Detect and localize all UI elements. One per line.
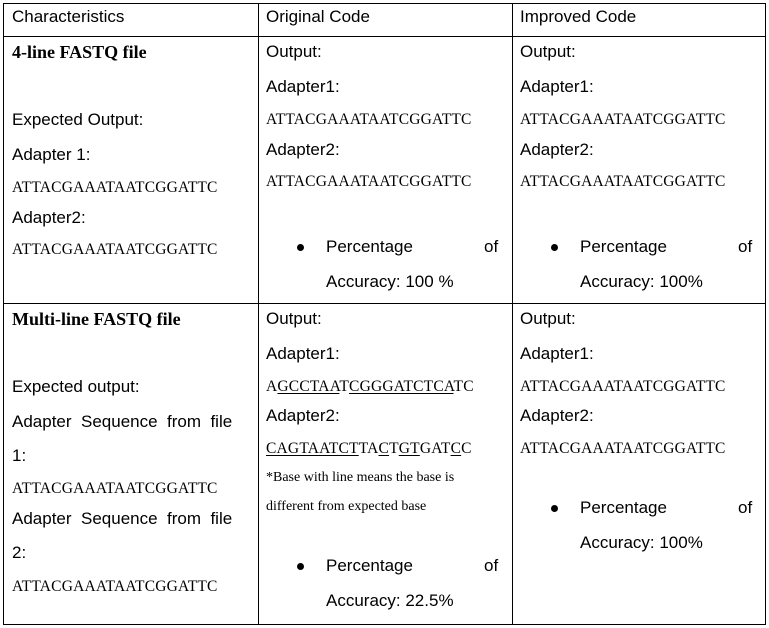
row2-original-output-label: Output:	[266, 309, 322, 328]
row2-file1-seq: ATTACGAAATAATCGGATTC	[12, 480, 218, 497]
row-divider	[3, 303, 766, 304]
row1-improved-adapter1-seq: ATTACGAAATAATCGGATTC	[520, 111, 726, 128]
header-improved-code: Improved Code	[520, 7, 637, 26]
row1-original-percentage-label: Percentage	[326, 237, 413, 256]
row2-improved-output-label: Output:	[520, 309, 576, 328]
row1-original-adapter2-seq: ATTACGAAATAATCGGATTC	[266, 173, 472, 190]
row1-adapter1-label: Adapter 1:	[12, 145, 91, 164]
row2-improved-adapter1-seq: ATTACGAAATAATCGGATTC	[520, 378, 726, 395]
table-border-bottom	[3, 624, 766, 625]
mismatched-base-segment: CAGTAATCT	[266, 440, 359, 457]
row1-original-adapter1-label: Adapter1:	[266, 77, 340, 96]
row2-original-percentage-label: Percentage	[326, 556, 413, 575]
mismatched-base-segment: C	[450, 440, 462, 457]
row1-title: 4-line FASTQ file	[12, 42, 147, 62]
row2-original-adapter1-label: Adapter1:	[266, 344, 340, 363]
row1-improved-adapter2-label: Adapter2:	[520, 140, 594, 159]
matched-base-segment: T	[389, 440, 399, 457]
row1-improved-percentage-of: of	[738, 237, 753, 256]
row1-original-adapter1-seq: ATTACGAAATAATCGGATTC	[266, 111, 472, 128]
row2-file2-line2: 2:	[12, 543, 27, 562]
row2-improved-adapter1-label: Adapter1:	[520, 344, 594, 363]
matched-base-segment: C	[461, 440, 472, 457]
matched-base-segment: GAT	[419, 440, 451, 457]
row2-improved-adapter2-seq: ATTACGAAATAATCGGATTC	[520, 440, 726, 457]
bullet-icon	[551, 244, 558, 251]
row2-improved-adapter2-label: Adapter2:	[520, 406, 594, 425]
column-divider-1	[258, 3, 259, 625]
matched-base-segment: TA	[358, 440, 379, 457]
row2-original-note-line2: different from expected base	[266, 499, 427, 514]
row2-original-note-line1: *Base with line means the base is	[266, 470, 455, 485]
row1-expected-label: Expected Output:	[12, 110, 144, 129]
row2-original-adapter2-seq: CAGTAATCTTACTGTGATCC	[266, 441, 472, 457]
row2-title: Multi-line FASTQ file	[12, 309, 181, 329]
comparison-table: Characteristics Original Code Improved C…	[3, 3, 766, 625]
table-border-top	[3, 3, 766, 4]
row1-original-accuracy: Accuracy: 100 %	[326, 272, 454, 291]
bullet-icon	[297, 563, 304, 570]
header-divider	[3, 36, 766, 37]
row2-original-percentage-of: of	[484, 556, 499, 575]
mismatched-base-segment: GCCTAA	[277, 378, 340, 395]
row2-improved-percentage-label: Percentage	[580, 498, 667, 517]
row1-improved-output-label: Output:	[520, 42, 576, 61]
row2-file1-line2: 1:	[12, 446, 27, 465]
row2-file2-seq: ATTACGAAATAATCGGATTC	[12, 578, 218, 595]
row2-improved-accuracy: Accuracy: 100%	[580, 533, 703, 552]
row2-original-adapter1-seq: AGCCTAATCGGGATCTCATC	[266, 379, 474, 395]
mismatched-base-segment: GT	[398, 440, 420, 457]
row1-adapter2-seq: ATTACGAAATAATCGGATTC	[12, 241, 218, 258]
row1-original-percentage-of: of	[484, 237, 499, 256]
matched-base-segment: A	[266, 378, 278, 395]
row1-improved-percentage-label: Percentage	[580, 237, 667, 256]
row2-file1-line1: Adapter Sequence from file	[12, 412, 233, 431]
bullet-icon	[297, 244, 304, 251]
row1-improved-accuracy: Accuracy: 100%	[580, 272, 703, 291]
row2-file2-line1: Adapter Sequence from file	[12, 509, 233, 528]
mismatched-base-segment: CGGGATCTCA	[349, 378, 454, 395]
row1-original-output-label: Output:	[266, 42, 322, 61]
table-border-right	[765, 3, 766, 625]
row2-original-adapter2-label: Adapter2:	[266, 406, 340, 425]
row1-improved-adapter1-label: Adapter1:	[520, 77, 594, 96]
bullet-icon	[551, 505, 558, 512]
header-original-code: Original Code	[266, 7, 370, 26]
matched-base-segment: T	[339, 378, 350, 395]
row1-improved-adapter2-seq: ATTACGAAATAATCGGATTC	[520, 173, 726, 190]
row2-expected-label: Expected output:	[12, 377, 140, 396]
table-border-left	[3, 3, 4, 625]
row2-improved-percentage-of: of	[738, 498, 753, 517]
header-characteristics: Characteristics	[12, 7, 125, 26]
row1-original-adapter2-label: Adapter2:	[266, 140, 340, 159]
mismatched-base-segment: C	[378, 440, 390, 457]
row2-original-accuracy: Accuracy: 22.5%	[326, 591, 454, 610]
column-divider-2	[512, 3, 513, 625]
row1-adapter1-seq: ATTACGAAATAATCGGATTC	[12, 179, 218, 196]
row1-adapter2-label: Adapter2:	[12, 208, 86, 227]
matched-base-segment: TC	[453, 378, 474, 395]
